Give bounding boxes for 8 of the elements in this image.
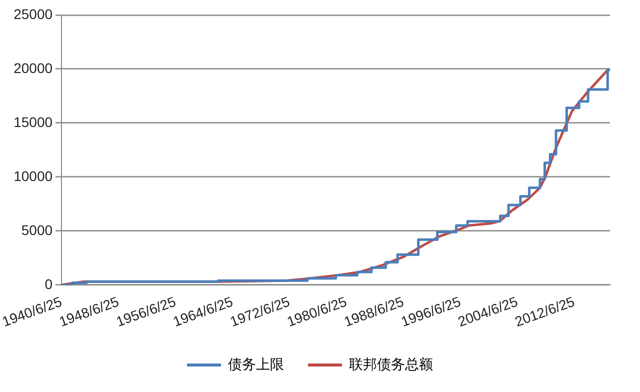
y-tick-label: 25000 [14,6,53,22]
y-tick-label: 0 [44,276,53,292]
y-tick-label: 20000 [14,60,53,76]
y-tick-label: 5000 [21,222,53,238]
y-tick-label: 15000 [14,114,53,130]
y-tick-label: 10000 [14,168,53,184]
legend-label: 债务上限 [228,356,284,372]
legend-label: 联邦债务总额 [349,356,433,372]
